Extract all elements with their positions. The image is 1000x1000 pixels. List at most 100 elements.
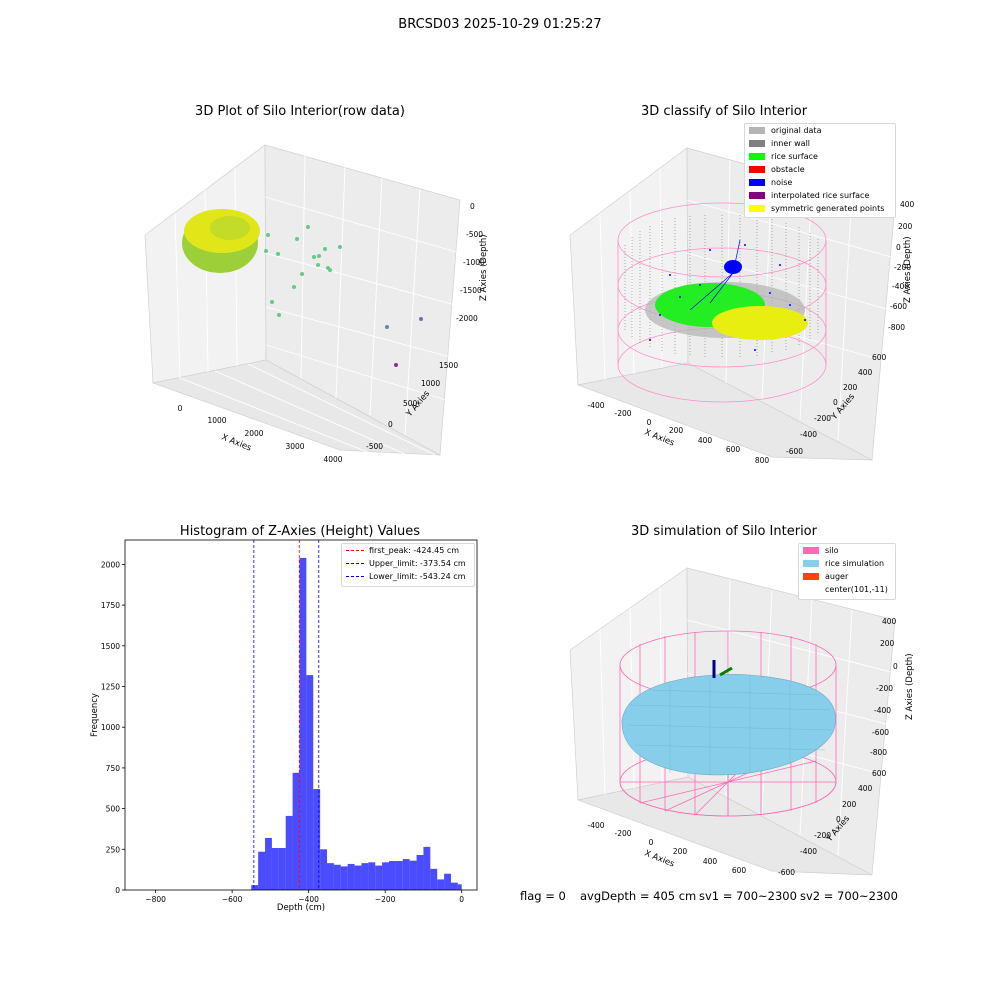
legend-item: noise <box>749 176 895 189</box>
histogram-bar <box>423 846 431 890</box>
histogram-x-tick: −800 <box>145 895 166 904</box>
svg-text:-2000: -2000 <box>456 314 478 323</box>
legend-swatch <box>749 205 765 212</box>
histogram-bar <box>430 868 438 890</box>
svg-text:2000: 2000 <box>244 429 263 438</box>
svg-text:-200: -200 <box>814 414 831 423</box>
svg-text:200: 200 <box>880 639 895 648</box>
histogram-bar <box>278 848 286 890</box>
svg-text:4000: 4000 <box>323 455 342 464</box>
histogram-bar <box>375 865 383 890</box>
svg-text:-500: -500 <box>366 442 383 451</box>
figure-suptitle: BRCSD03 2025-10-29 01:25:27 <box>398 17 602 32</box>
svg-text:1500: 1500 <box>439 361 458 370</box>
svg-text:600: 600 <box>726 445 741 454</box>
svg-text:-1000: -1000 <box>463 258 485 267</box>
legend-swatch <box>803 586 819 593</box>
histogram-y-tick: 1500 <box>101 642 120 651</box>
histogram-bar <box>457 884 462 890</box>
legend-swatch <box>346 563 364 564</box>
histogram-x-tick: −600 <box>222 895 243 904</box>
legend-label: rice simulation <box>825 559 885 568</box>
legend-label: silo <box>825 546 839 555</box>
rice-simulation-surface <box>621 674 836 776</box>
classify-legend: original data inner wall rice surface obsta… <box>744 123 896 218</box>
simulation-3d-plot: -400 -200 0 200 400 600 -600 -400 -200 0… <box>569 567 915 877</box>
histogram-bar <box>409 860 417 890</box>
histogram-y-tick: 2000 <box>101 560 120 569</box>
svg-text:600: 600 <box>872 353 887 362</box>
histogram-y-tick: 500 <box>106 805 121 814</box>
svg-text:200: 200 <box>842 800 857 809</box>
histogram-bar <box>340 866 348 890</box>
legend-item: interpolated rice surface <box>749 189 895 202</box>
histogram-y-label: Frequency <box>90 693 100 737</box>
legend-item: silo <box>803 544 895 557</box>
histogram-y-tick: 1750 <box>101 601 120 610</box>
legend-label: noise <box>771 178 793 187</box>
svg-text:-800: -800 <box>888 323 905 332</box>
legend-swatch <box>803 560 819 567</box>
svg-text:-400: -400 <box>874 706 891 715</box>
histogram-y-tick: 250 <box>106 845 121 854</box>
histogram-bar <box>354 865 362 890</box>
legend-item: inner wall <box>749 137 895 150</box>
histogram-x-tick: −200 <box>375 895 396 904</box>
svg-text:400: 400 <box>900 200 915 209</box>
legend-label: interpolated rice surface <box>771 191 870 200</box>
histogram-legend-item: Lower_limit: -543.24 cm <box>346 570 474 583</box>
simulation-legend: silo rice simulation auger center(101,-11) <box>798 543 896 600</box>
legend-label: Lower_limit: -543.24 cm <box>369 572 466 581</box>
svg-text:-1500: -1500 <box>460 286 482 295</box>
svg-text:-500: -500 <box>466 230 483 239</box>
histogram-bar <box>251 885 259 890</box>
legend-item: obstacle <box>749 163 895 176</box>
svg-text:0: 0 <box>833 398 838 407</box>
histogram-x-tick: 0 <box>459 895 464 904</box>
legend-swatch <box>346 550 364 551</box>
svg-text:400: 400 <box>882 617 897 626</box>
svg-text:400: 400 <box>698 436 713 445</box>
svg-text:-600: -600 <box>786 447 803 456</box>
legend-swatch <box>803 573 819 580</box>
histogram-bar <box>333 864 341 890</box>
svg-text:1000: 1000 <box>207 416 226 425</box>
svg-text:800: 800 <box>755 456 770 465</box>
histogram-y-tick: 750 <box>106 764 121 773</box>
svg-text:200: 200 <box>843 383 858 392</box>
histogram-bar <box>361 863 369 890</box>
footer-avg-depth: avgDepth = 405 cm <box>580 889 697 903</box>
svg-text:500: 500 <box>403 399 418 408</box>
histogram-y-tick: 1250 <box>101 683 120 692</box>
legend-item: center(101,-11) <box>803 583 895 596</box>
raw-3d-plot: 0 1000 2000 3000 4000 -500 0 500 1000 15… <box>144 144 489 464</box>
legend-item: original data <box>749 124 895 137</box>
histogram-bar <box>285 815 293 890</box>
svg-text:-200: -200 <box>614 829 631 838</box>
svg-text:-600: -600 <box>778 868 795 877</box>
footer-sv2: sv2 = 700~2300 <box>800 889 898 903</box>
symmetric-points <box>712 306 808 340</box>
svg-text:-400: -400 <box>800 430 817 439</box>
svg-text:600: 600 <box>872 769 887 778</box>
histogram-bar <box>382 862 389 890</box>
simulation-x-ticks: -400 -200 0 200 400 600 <box>587 821 746 875</box>
legend-swatch <box>749 140 765 147</box>
svg-text:0: 0 <box>647 418 652 427</box>
legend-label: obstacle <box>771 165 805 174</box>
histogram-y-tick: 0 <box>115 886 120 895</box>
legend-swatch <box>749 127 765 134</box>
legend-label: center(101,-11) <box>825 585 888 594</box>
histogram-bar <box>320 849 328 890</box>
histogram-bar <box>389 861 396 890</box>
svg-text:-600: -600 <box>872 728 889 737</box>
svg-text:400: 400 <box>858 368 873 377</box>
histogram-chart: −800 −600 −400 −200 0 0 250 500 750 1000 1250 1500… <box>90 539 478 913</box>
svg-text:0: 0 <box>836 815 841 824</box>
svg-text:1000: 1000 <box>421 379 440 388</box>
svg-text:-600: -600 <box>890 302 907 311</box>
histogram-bar <box>313 789 321 890</box>
legend-label: auger <box>825 572 849 581</box>
histogram-legend: first_peak: -424.45 cm Upper_limit: -373.… <box>341 543 475 587</box>
footer-sv1: sv1 = 700~2300 <box>699 889 797 903</box>
